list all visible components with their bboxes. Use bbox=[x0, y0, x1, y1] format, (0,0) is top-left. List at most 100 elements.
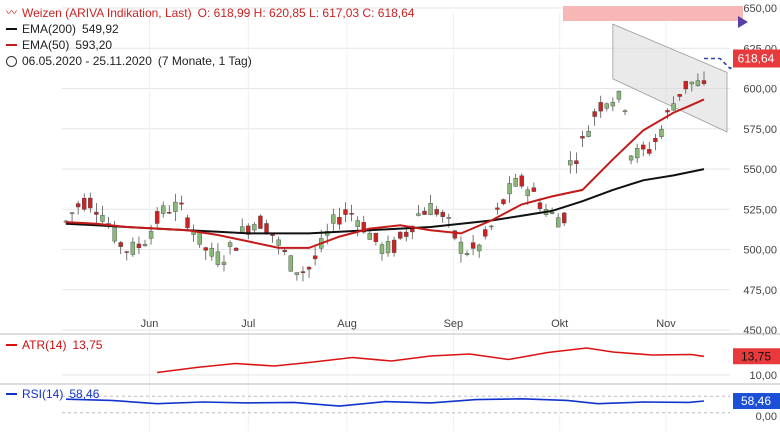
candle-body bbox=[507, 183, 512, 195]
last-price-box bbox=[733, 49, 780, 68]
candle-body bbox=[130, 241, 136, 255]
candle-body bbox=[337, 216, 342, 225]
candle-body bbox=[173, 201, 178, 212]
candle-body bbox=[622, 110, 628, 113]
candle-body bbox=[367, 232, 373, 240]
x-tick-label: Aug bbox=[337, 318, 357, 330]
candle-body bbox=[282, 249, 287, 252]
candle-body bbox=[264, 223, 269, 235]
candle-body bbox=[258, 215, 263, 229]
candle-body bbox=[161, 205, 166, 214]
candle-body bbox=[616, 91, 622, 100]
candle-body bbox=[233, 247, 239, 251]
candle-body bbox=[312, 255, 318, 260]
candle-body bbox=[659, 128, 664, 137]
atr-value: 13,75 bbox=[72, 338, 103, 352]
candle-body bbox=[476, 244, 482, 252]
rsi-tick-label: 0,00 bbox=[756, 411, 777, 423]
channel-band bbox=[612, 23, 728, 133]
trend-channel bbox=[563, 6, 748, 133]
candle-body bbox=[422, 210, 427, 215]
ema50-label: EMA(50) bbox=[22, 38, 70, 52]
y-tick-label: 650,00 bbox=[743, 3, 777, 15]
candle-body bbox=[343, 209, 348, 215]
candle-body bbox=[252, 224, 257, 231]
candle-body bbox=[689, 81, 695, 85]
ema50-line bbox=[65, 98, 705, 249]
candle-body bbox=[118, 242, 123, 247]
y-axis: 650,00625,00600,00575,00550,00525,00500,… bbox=[733, 3, 780, 337]
x-tick-label: Sep bbox=[444, 318, 464, 330]
candle-body bbox=[154, 211, 160, 224]
atr-tick-label: 10,00 bbox=[749, 370, 777, 382]
candle-body bbox=[270, 234, 275, 236]
y-tick-label: 475,00 bbox=[743, 285, 777, 297]
candle-body bbox=[124, 251, 129, 253]
candle-body bbox=[331, 214, 336, 224]
candle-body bbox=[215, 251, 221, 265]
atr-value-box bbox=[733, 348, 780, 365]
rsi-value: 58,46 bbox=[69, 387, 100, 401]
candle-body bbox=[677, 94, 682, 97]
candle-body bbox=[404, 231, 409, 237]
candle-body bbox=[416, 213, 421, 216]
ema50-value: 593,20 bbox=[75, 38, 113, 52]
y-tick-label: 500,00 bbox=[743, 245, 777, 257]
candle-body bbox=[458, 241, 464, 254]
candle-body bbox=[185, 217, 190, 229]
period-label: (7 Monate, 1 Tag) bbox=[157, 54, 252, 68]
date-range: 06.05.2020 - 25.11.2020 bbox=[22, 54, 152, 68]
candle-body bbox=[525, 189, 530, 196]
candle-body bbox=[397, 231, 403, 239]
candle-body bbox=[580, 136, 585, 139]
clock-icon bbox=[6, 55, 17, 67]
candle-body bbox=[634, 147, 640, 159]
candle-body bbox=[683, 80, 688, 90]
candle-body bbox=[568, 160, 573, 166]
candle-body bbox=[148, 231, 154, 239]
rsi-swatch bbox=[6, 393, 17, 395]
rsi-value-label: 58,46 bbox=[741, 394, 771, 408]
x-tick-label: Jun bbox=[141, 318, 159, 330]
candle-body bbox=[647, 149, 652, 154]
candle-body bbox=[555, 217, 561, 228]
candle-body bbox=[513, 177, 518, 187]
rsi-legend: RSI(14) 58,46 bbox=[6, 387, 99, 401]
candle-body bbox=[428, 203, 433, 216]
candle-body bbox=[112, 225, 117, 242]
candle-body bbox=[94, 211, 99, 215]
y-tick-label: 600,00 bbox=[743, 84, 777, 96]
candle-body bbox=[294, 272, 300, 275]
candle-body bbox=[179, 202, 184, 205]
candle-body bbox=[88, 197, 93, 209]
candle-body bbox=[574, 160, 579, 165]
ohlc-values: O: 618,99 H: 620,85 L: 617,03 C: 618,64 bbox=[197, 6, 415, 20]
x-tick-label: Jul bbox=[241, 318, 255, 330]
candle-body bbox=[276, 239, 281, 246]
candle-body bbox=[495, 207, 500, 210]
candle-body bbox=[355, 220, 360, 227]
candle-body bbox=[598, 102, 603, 112]
candle-body bbox=[701, 80, 707, 84]
candle-body bbox=[628, 155, 634, 161]
target-arrow-icon bbox=[738, 16, 748, 28]
rsi-label: RSI(14) bbox=[22, 387, 64, 401]
candle-body bbox=[306, 266, 312, 270]
candle-body bbox=[240, 226, 245, 233]
candle-body bbox=[75, 203, 81, 208]
candle-body bbox=[501, 199, 506, 205]
atr-legend: ATR(14) 13,75 bbox=[6, 338, 102, 352]
y-tick-label: 450,00 bbox=[743, 325, 777, 337]
y-tick-label: 575,00 bbox=[743, 124, 777, 136]
x-tick-label: Nov bbox=[656, 318, 676, 330]
candle-body bbox=[434, 209, 439, 215]
candle-body bbox=[136, 243, 142, 249]
x-axis: Jun Jul Aug Sep Okt Nov bbox=[141, 318, 677, 330]
ema200-line bbox=[65, 168, 705, 235]
candle-body bbox=[385, 241, 391, 254]
rsi-panel: 0,00 58,46 bbox=[0, 383, 780, 423]
candle-body bbox=[519, 175, 524, 187]
candle-body bbox=[549, 212, 555, 214]
